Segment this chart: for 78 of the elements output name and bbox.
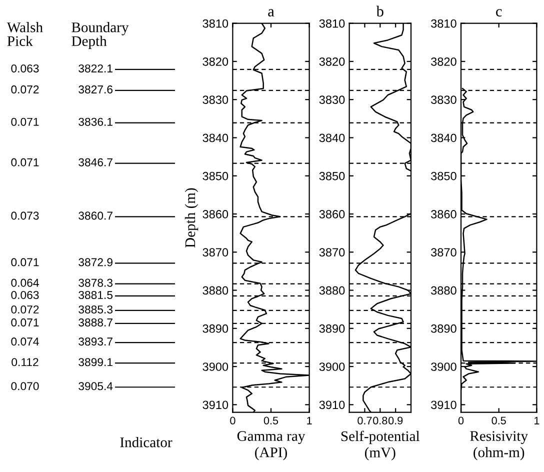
y-tick-label: 3840 — [319, 134, 345, 142]
y-tick-label: 3850 — [431, 172, 456, 180]
y-tick-label: 3910 — [202, 400, 228, 410]
ref-line-label: 3846.7 — [78, 158, 112, 166]
y-tick-label: 3860 — [202, 210, 228, 218]
ref-line-label: 3878.3 — [78, 278, 113, 287]
y-tick-label: 3870 — [319, 248, 345, 257]
ref-line-label: 3881.5 — [78, 290, 113, 300]
y-tick-label: 3890 — [319, 324, 345, 333]
x-tick-label: 0.9 — [388, 416, 403, 424]
y-tick-label: 3830 — [431, 96, 456, 104]
x-tick-label: 0.5 — [492, 416, 506, 424]
y-tick-label: 3850 — [202, 172, 228, 180]
text: 0.064 — [11, 278, 39, 287]
x-axis-title: Resisivity (ohm-m) — [470, 431, 528, 460]
y-tick-label: 3860 — [431, 210, 456, 218]
ref-line-label: 3888.7 — [78, 318, 112, 326]
text: 0.071 — [11, 158, 39, 166]
text: 0.071 — [11, 118, 39, 126]
y-tick-label: 3820 — [431, 57, 456, 66]
y-tick-label: 3840 — [202, 134, 228, 142]
x-tick-label: 0 — [458, 416, 464, 424]
chart-title: c — [496, 9, 502, 17]
y-tick-label: 3830 — [202, 96, 228, 104]
y-tick-label: 3820 — [202, 57, 228, 66]
x-tick-label: 0.7 — [358, 416, 372, 424]
y-tick-label: 3870 — [431, 248, 456, 257]
y-tick-label: 3880 — [202, 286, 228, 295]
x-tick-label: 0 — [230, 416, 236, 424]
x-axis-title: Self-potential (mV) — [341, 430, 420, 460]
y-tick-label: 3870 — [202, 248, 228, 257]
y-tick-label: 3840 — [431, 134, 456, 142]
y-tick-label: 3810 — [431, 19, 456, 28]
x-axis-title: Gamma ray (API) — [237, 431, 306, 460]
text: Indicator — [120, 437, 172, 448]
x-tick-label: 0.8 — [373, 416, 388, 424]
x-tick-label: 0.5 — [264, 416, 278, 424]
text: 0.063 — [11, 64, 39, 73]
y-tick-label: 3830 — [319, 96, 345, 104]
ref-line-label: 3822.1 — [78, 64, 112, 73]
text: 0.070 — [11, 382, 39, 390]
ref-line-label: 3885.3 — [78, 305, 113, 314]
y-tick-label: 3890 — [431, 324, 456, 333]
text: 0.112 — [12, 358, 38, 366]
ref-line-label: 3827.6 — [78, 85, 113, 94]
y-axis-title: Depth (m) — [184, 188, 198, 248]
ref-line-label: 3905.4 — [78, 382, 113, 390]
text: 0.063 — [11, 290, 39, 300]
ref-line-label: 3899.1 — [78, 358, 112, 366]
x-tick-label: 1 — [307, 416, 312, 424]
ref-line-label: 3836.1 — [78, 118, 112, 126]
y-tick-label: 3910 — [319, 400, 345, 410]
y-tick-label: 3860 — [319, 210, 345, 218]
y-tick-label: 3900 — [319, 362, 345, 371]
y-tick-label: 3910 — [431, 400, 456, 410]
chart-title: b — [376, 6, 384, 17]
y-tick-label: 3850 — [319, 172, 345, 180]
x-tick-label: 1 — [534, 416, 540, 424]
y-tick-label: 3880 — [319, 286, 345, 295]
y-tick-label: 3900 — [431, 362, 456, 371]
text: 0.072 — [11, 85, 39, 94]
text: Walsh Pick — [6, 22, 43, 46]
text: 0.073 — [11, 212, 39, 220]
ref-line-label: 3893.7 — [78, 338, 112, 346]
y-tick-label: 3810 — [202, 19, 228, 28]
text: 0.074 — [11, 338, 39, 346]
y-tick-label: 3820 — [319, 57, 345, 66]
y-tick-label: 3810 — [319, 19, 345, 28]
text: 0.071 — [11, 318, 39, 326]
y-tick-label: 3900 — [202, 362, 228, 371]
ref-line-label: 3872.9 — [78, 258, 112, 266]
text: 0.072 — [11, 305, 39, 314]
ref-line-label: 3860.7 — [78, 212, 112, 220]
text: 0.071 — [11, 258, 39, 266]
y-tick-label: 3880 — [431, 286, 456, 295]
text: Boundary Depth — [72, 22, 129, 49]
chart-title: a — [268, 9, 274, 17]
y-tick-label: 3890 — [202, 324, 228, 333]
